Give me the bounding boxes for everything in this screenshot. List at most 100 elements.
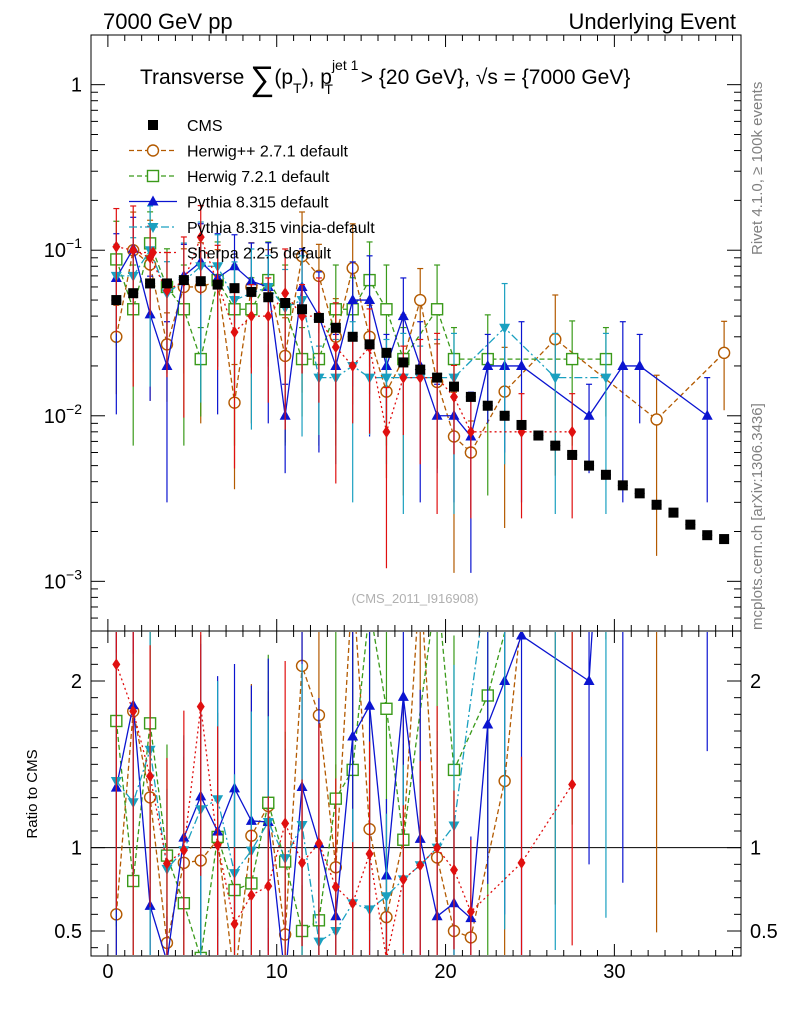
header-right: Underlying Event xyxy=(568,9,736,34)
ratio-series-line xyxy=(115,664,573,955)
ratio-point xyxy=(380,892,392,903)
ratio-series-line xyxy=(115,632,506,955)
legend-entry: Pythia 8.315 vincia-default xyxy=(129,220,375,237)
ratio-point xyxy=(416,859,425,872)
legend-marker xyxy=(147,223,159,233)
ratio-point xyxy=(449,863,458,876)
ratio-point xyxy=(433,841,442,854)
y-tick-label: 10−1 xyxy=(44,235,82,262)
cms-point xyxy=(702,530,713,541)
cms-point xyxy=(381,347,392,358)
cms-point xyxy=(145,278,156,289)
cms-point xyxy=(651,499,662,510)
x-tick-label: 10 xyxy=(266,961,288,983)
cms-point xyxy=(364,339,375,350)
cms-point xyxy=(550,440,561,451)
ratio-point xyxy=(365,847,374,860)
data-point xyxy=(380,373,392,384)
legend-label: Sherpa 2.2.5 default xyxy=(187,246,332,263)
ratio-point xyxy=(583,675,595,685)
cms-point xyxy=(195,276,206,287)
data-point xyxy=(230,326,239,339)
legend-entry: CMS xyxy=(148,118,223,135)
legend-label: CMS xyxy=(187,118,223,135)
ratio-point xyxy=(347,730,359,741)
ratio-y-tick-label: 2 xyxy=(71,671,82,693)
cms-point xyxy=(415,364,426,375)
data-point xyxy=(382,425,391,438)
ratio-plot-frame xyxy=(90,630,742,957)
ratio-point xyxy=(364,699,376,710)
cms-point xyxy=(161,278,172,289)
legend-marker xyxy=(148,120,158,130)
ratio-point xyxy=(550,277,561,288)
data-point xyxy=(717,346,731,360)
y-tick-label: 1 xyxy=(71,75,82,97)
cms-point xyxy=(398,357,409,368)
ratio-point xyxy=(331,880,340,893)
header-left: 7000 GeV pp xyxy=(103,9,233,34)
data-point xyxy=(129,244,138,257)
data-point xyxy=(466,425,475,438)
ratio-point xyxy=(399,873,408,886)
data-point xyxy=(549,373,561,384)
data-point xyxy=(380,303,393,316)
ratio-point xyxy=(482,718,494,729)
legend-entry: Sherpa 2.2.5 default xyxy=(129,246,332,263)
data-point xyxy=(482,359,494,370)
ratio-point xyxy=(298,856,307,869)
data-point xyxy=(449,390,458,403)
legend-label: Herwig 7.2.1 default xyxy=(187,169,330,186)
data-point xyxy=(499,323,511,334)
cms-point xyxy=(229,283,240,294)
legend-label: Herwig++ 2.7.1 default xyxy=(187,144,349,161)
cms-point xyxy=(584,460,595,471)
cms-point xyxy=(567,449,578,460)
series-pythia-8-315-vincia-default xyxy=(110,205,612,515)
ratio-point xyxy=(347,576,358,587)
ratio-point xyxy=(146,770,155,783)
cms-point xyxy=(482,400,493,411)
legend-entry: Pythia 8.315 default xyxy=(129,195,329,212)
ratio-point xyxy=(348,897,357,910)
ratio-point xyxy=(213,838,222,851)
cms-point xyxy=(280,297,291,308)
y-tick-label: 10−2 xyxy=(44,401,82,428)
ratio-point xyxy=(432,577,443,588)
cms-point xyxy=(178,275,189,286)
cms-point xyxy=(246,286,257,297)
data-point xyxy=(600,373,612,384)
data-point xyxy=(399,371,408,384)
ratio-point xyxy=(415,570,426,581)
cms-point xyxy=(313,312,324,323)
axes: 0 10 20 30 1 10−1 10−2 10−3 0.5 0.5 1 1 2 2 xyxy=(44,35,778,983)
svg-text:Transverse ∑(pT), pjet 1T > {2: Transverse ∑(pT), pjet 1T > {20 GeV}, √s… xyxy=(140,57,630,98)
ratio-point xyxy=(397,690,409,701)
ratio-point xyxy=(179,844,188,857)
ratio-y-tick-label-right: 1 xyxy=(750,838,761,860)
data-point xyxy=(617,359,629,370)
data-point xyxy=(634,359,646,370)
data-point xyxy=(516,359,528,370)
cms-point xyxy=(347,331,358,342)
analysis-watermark: (CMS_2011_I916908) xyxy=(352,591,479,606)
data-point xyxy=(331,341,340,354)
data-point xyxy=(364,294,376,305)
cms-point xyxy=(600,469,611,480)
ratio-y-tick-label-right: 0.5 xyxy=(750,921,778,943)
cms-point xyxy=(617,480,628,491)
data-point xyxy=(568,425,577,438)
data-point xyxy=(348,359,357,372)
cms-point xyxy=(719,534,730,545)
cms-point xyxy=(685,519,696,530)
ratio-point xyxy=(229,975,240,986)
rivet-label: Rivet 4.1.0, ≥ 100k events xyxy=(749,82,766,255)
data-point xyxy=(397,310,409,321)
x-tick-label: 20 xyxy=(434,961,456,983)
legend-marker xyxy=(146,144,160,157)
legend: CMS Herwig++ 2.7.1 default Herwig 7.2.1 de… xyxy=(129,118,375,263)
ratio-series-layer xyxy=(110,277,708,986)
ratio-point xyxy=(161,955,172,965)
ratio-point xyxy=(466,905,475,918)
